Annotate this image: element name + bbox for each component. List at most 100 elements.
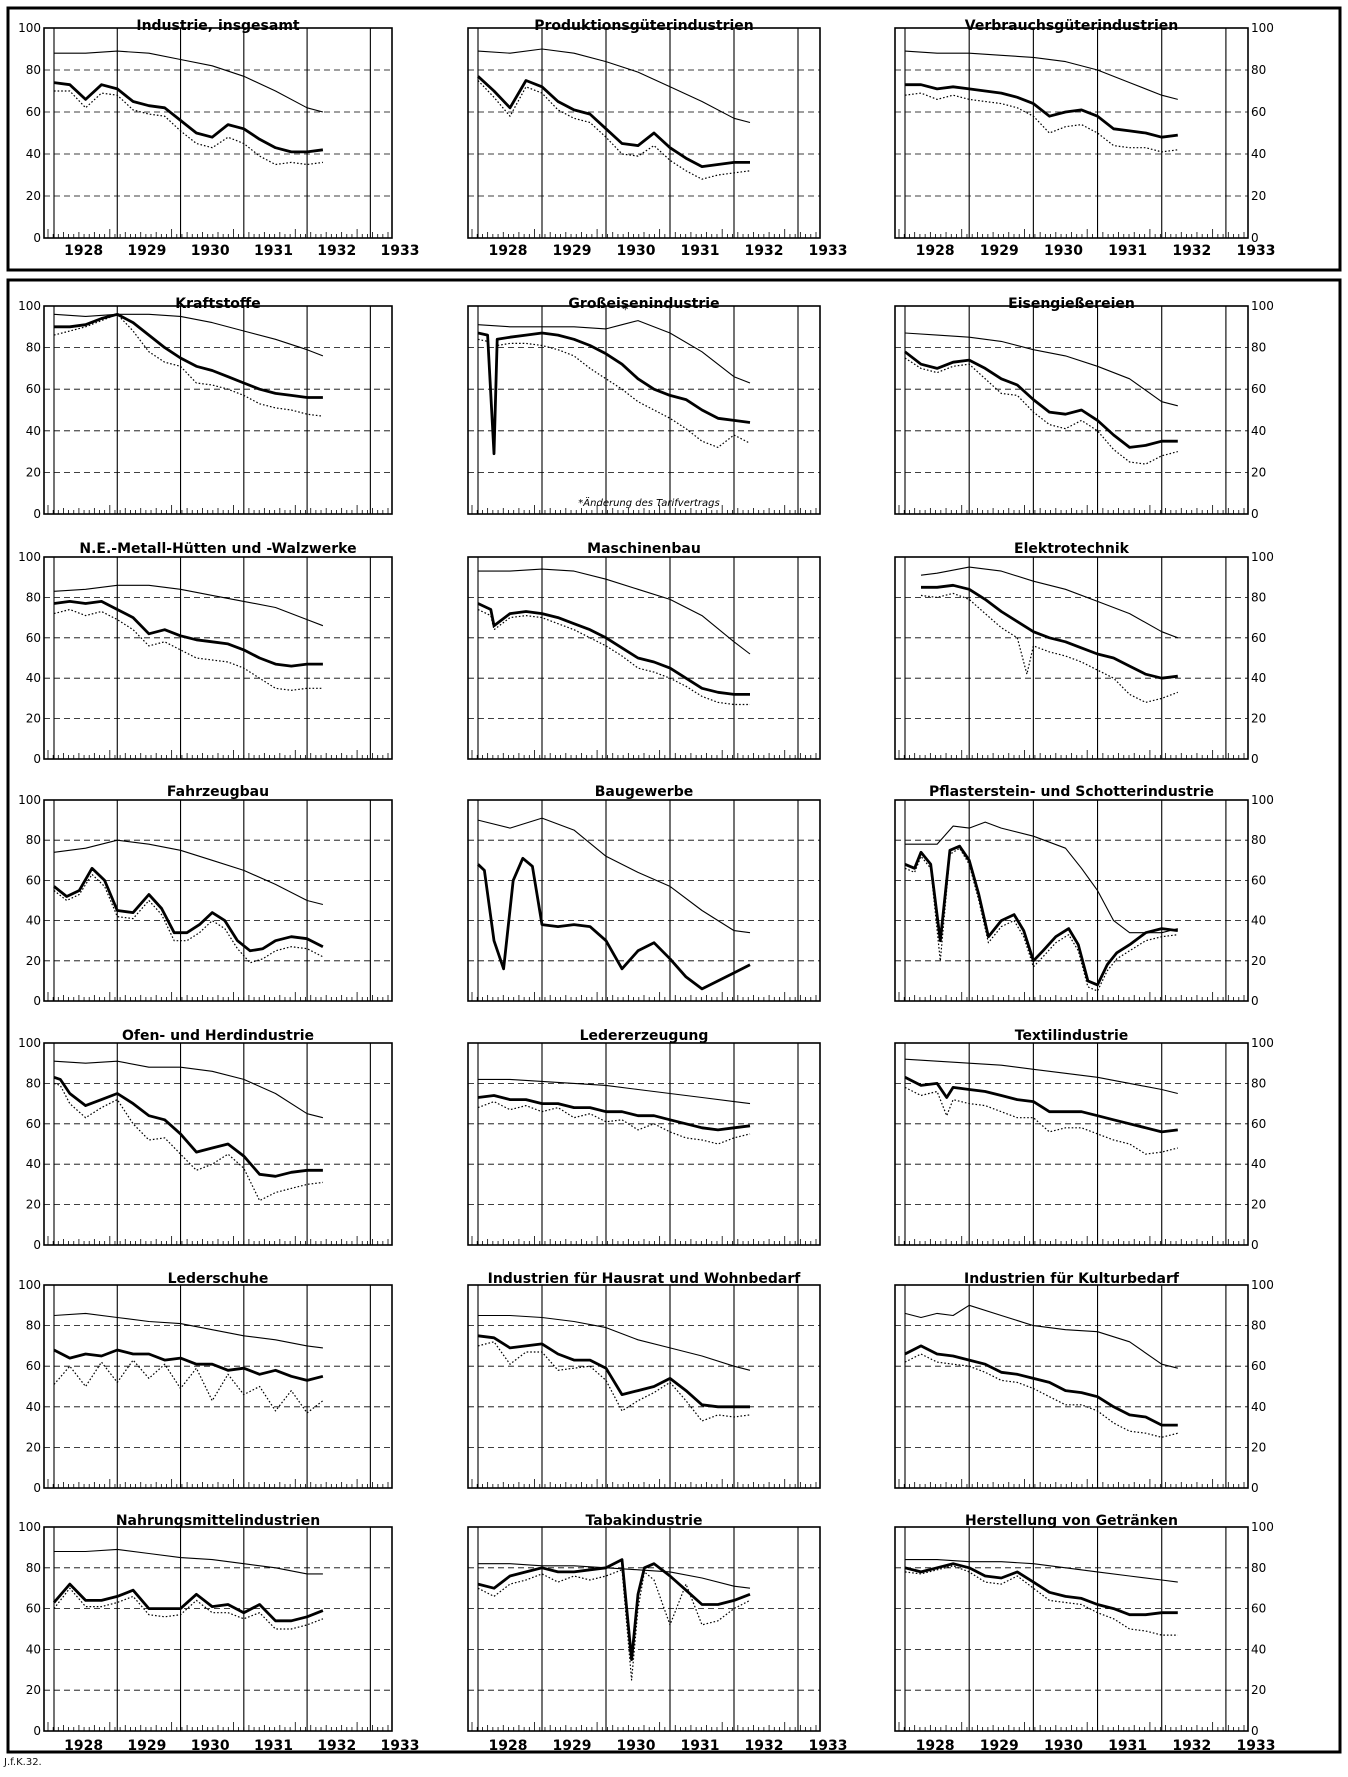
series-line-thick	[477, 602, 750, 696]
panel-frame	[43, 1526, 393, 1732]
panel-title: Elektrotechnik	[1014, 541, 1130, 557]
panel-12: 0 20 40 60 80 100 Pflasterstein- und Schotteri…	[894, 784, 1274, 1008]
y-tick-label: 20	[1251, 189, 1266, 203]
series-line-thick	[904, 350, 1178, 449]
series-line-dotted	[904, 1565, 1178, 1636]
y-tick-label: 100	[18, 1520, 41, 1534]
x-tick-label: 1929	[127, 243, 166, 259]
panel-frame	[467, 556, 821, 760]
panel-title: Textilindustrie	[1015, 1028, 1128, 1044]
series-line-thick	[905, 83, 1178, 139]
panel-frame	[894, 27, 1249, 239]
panel-title: Ledererzeugung	[580, 1028, 709, 1044]
y-tick-label: 100	[1251, 299, 1274, 313]
y-tick-label: 100	[1251, 21, 1274, 35]
panel-frame	[43, 305, 393, 515]
y-tick-label: 40	[1251, 1400, 1266, 1414]
series-line-thick	[477, 856, 751, 991]
panel-frame	[467, 1284, 821, 1489]
panel-21: 0 20 40 60 80 100 Herstellung von Getränken	[894, 1513, 1274, 1738]
x-tick-label-bottom: 1928	[916, 1738, 955, 1754]
series-line-thin	[477, 48, 751, 124]
y-tick-label: 80	[1251, 63, 1266, 77]
x-tick-label: 1932	[1172, 243, 1211, 259]
y-tick-label: 0	[33, 507, 41, 521]
y-tick-label: 0	[1251, 1724, 1259, 1738]
panel-5: Großeisenindustrie* *Änderung des Tarifve…	[467, 296, 821, 515]
series-line-thin	[478, 1078, 751, 1105]
y-tick-label: 60	[26, 873, 41, 887]
series-line-thick	[477, 1094, 751, 1132]
panel-title: Industrien für Hausrat und Wohnbedarf	[488, 1271, 802, 1287]
y-tick-label: 60	[1251, 1602, 1266, 1616]
series-line-thin	[478, 568, 751, 655]
y-tick-label: 40	[26, 1157, 41, 1171]
x-tick-label-bottom: 1933	[1237, 1738, 1276, 1754]
bottom-frame	[6, 278, 1342, 1754]
y-tick-label: 20	[26, 954, 41, 968]
top-frame	[6, 6, 1342, 272]
panel-11: Baugewerbe	[467, 784, 821, 1002]
series-line-dotted	[904, 357, 1178, 465]
y-tick-label: 0	[33, 1238, 41, 1252]
y-tick-label: 80	[26, 833, 41, 847]
panel-frame	[43, 799, 393, 1002]
y-tick-label: 40	[26, 147, 41, 161]
series-line-thick	[53, 1075, 323, 1178]
panel-title: N.E.-Metall-Hütten und -Walzwerke	[79, 541, 356, 557]
y-tick-label: 20	[1251, 1198, 1266, 1212]
series-line-thick	[477, 75, 750, 169]
x-tick-label: 1928	[916, 243, 955, 259]
series-line-thick	[54, 312, 323, 399]
footer-code: J.f.K.32.	[4, 1757, 42, 1768]
panel-title: Herstellung von Getränken	[965, 1513, 1178, 1529]
panel-frame	[894, 1042, 1249, 1246]
panel-8: Maschinenbau	[467, 541, 821, 760]
x-tick-label-bottom: 1928	[64, 1738, 103, 1754]
series-line-thick	[921, 583, 1178, 680]
x-tick-label-bottom: 1930	[617, 1738, 656, 1754]
panel-frame	[467, 305, 821, 515]
y-tick-label: 60	[1251, 382, 1266, 396]
panel-13: 0 20 40 60 80 100 Ofen- und Herdindustrie	[18, 1028, 393, 1252]
panel-frame	[43, 1042, 393, 1246]
y-tick-label: 60	[26, 631, 41, 645]
y-tick-label: 0	[33, 231, 41, 245]
panel-20: Tabakindustrie	[467, 1513, 821, 1732]
panel-title: Pflasterstein- und Schotterindustrie	[929, 784, 1214, 800]
panel-14: Ledererzeugung	[467, 1028, 821, 1246]
y-tick-label: 60	[26, 382, 41, 396]
panel-title: Produktionsgüterindustrien	[534, 18, 754, 34]
y-tick-label: 20	[26, 465, 41, 479]
y-tick-label: 0	[1251, 1238, 1259, 1252]
y-tick-label: 100	[18, 299, 41, 313]
panel-7: 0 20 40 60 80 100 N.E.-Metall-Hütten und -Walz…	[18, 541, 393, 766]
x-tick-label: 1931	[1108, 243, 1147, 259]
series-line-dotted	[53, 608, 323, 691]
y-tick-label: 40	[1251, 1157, 1266, 1171]
y-tick-label: 0	[1251, 507, 1259, 521]
x-tick-label: 1933	[809, 243, 848, 259]
series-line-dotted	[904, 92, 1178, 153]
y-tick-label: 40	[26, 671, 41, 685]
panel-1: 0 20 40 60 80 100 Industrie, insgesamt 1928 1929…	[18, 18, 419, 259]
series-line-thick	[904, 1562, 1178, 1617]
series-line-thin	[53, 839, 324, 906]
panel-10: 0 20 40 60 80 100 Fahrzeugbau	[18, 784, 393, 1008]
y-tick-label: 0	[1251, 231, 1259, 245]
y-tick-label: 100	[18, 21, 41, 35]
panel-frame	[894, 556, 1249, 760]
panel-frame	[467, 27, 821, 239]
y-tick-label: 20	[26, 1683, 41, 1697]
series-line-thin	[905, 821, 1178, 934]
x-tick-label-bottom: 1929	[553, 1738, 592, 1754]
panel-title: Verbrauchsgüterindustrien	[965, 18, 1178, 34]
y-tick-label: 0	[1251, 994, 1259, 1008]
y-tick-label: 0	[33, 1481, 41, 1495]
x-tick-label: 1929	[980, 243, 1019, 259]
x-tick-label-bottom: 1931	[1108, 1738, 1147, 1754]
series-line-thin	[904, 50, 1178, 100]
panel-2: Produktionsgüterindustrien 1928 1929 1930 19…	[467, 18, 848, 259]
